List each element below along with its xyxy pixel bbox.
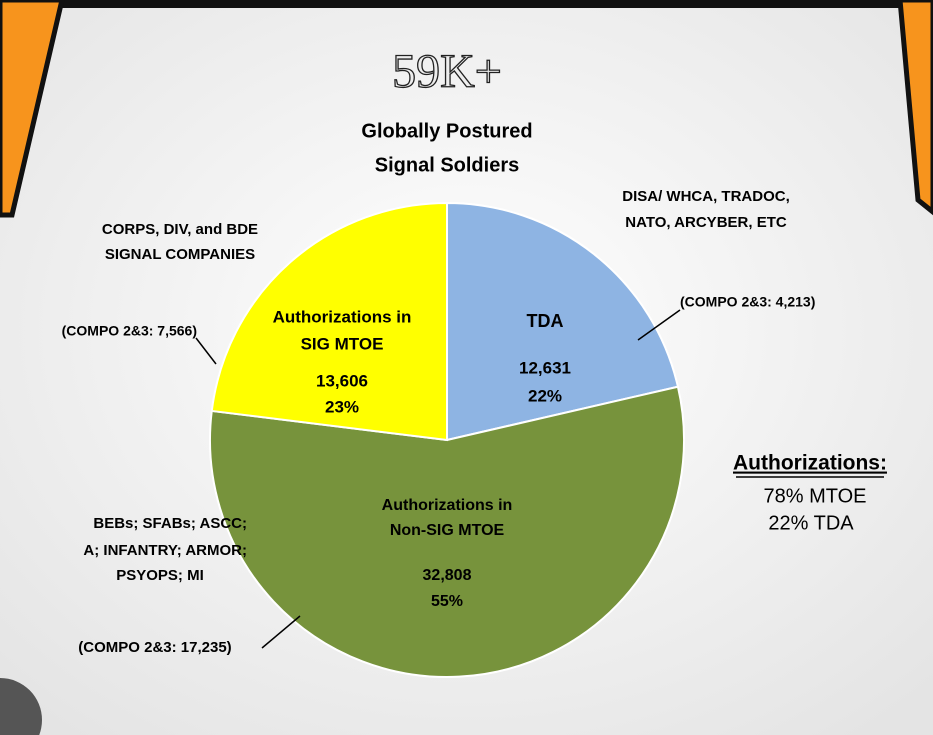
annotation: CORPS, DIV, and BDE (102, 221, 258, 238)
slice-label: Authorizations in (273, 307, 412, 326)
summary-line: 22% TDA (768, 512, 854, 534)
percent-label: 23% (325, 397, 359, 416)
value-label: 13,606 (316, 371, 368, 390)
annotation: A; INFANTRY; ARMOR; (83, 542, 247, 559)
slice-label: TDA (527, 311, 564, 331)
top-border (0, 0, 933, 8)
annotation: DISA/ WHCA, TRADOC, (622, 188, 790, 205)
slice-label: Authorizations in (382, 497, 513, 514)
percent-label: 22% (528, 386, 562, 405)
annotation: NATO, ARCYBER, ETC (625, 214, 787, 231)
headline: 59K+ (392, 45, 502, 98)
value-label: 12,631 (519, 358, 571, 377)
annotation: (COMPO 2&3: 4,213) (680, 294, 815, 310)
summary-title: Authorizations: (733, 452, 887, 475)
annotation: BEBs; SFABs; ASCC; (93, 515, 247, 532)
value-label: 32,808 (423, 567, 472, 584)
page: {"chart_data": { "type": "pie", "headlin… (0, 0, 933, 735)
annotation: PSYOPS; MI (116, 567, 204, 584)
annotation: (COMPO 2&3: 17,235) (78, 639, 231, 656)
annotation: SIGNAL COMPANIES (105, 246, 255, 263)
summary-line: 78% MTOE (764, 485, 867, 507)
percent-label: 55% (431, 593, 463, 610)
annotation: (COMPO 2&3: 7,566) (62, 323, 197, 339)
slide: 59K+ Globally Postured Signal Soldiers T… (0, 0, 933, 735)
chart-title: Signal Soldiers (375, 154, 519, 176)
slice-label: SIG MTOE (301, 334, 384, 353)
slice-label: Non-SIG MTOE (390, 522, 505, 539)
chart-title: Globally Postured (361, 120, 532, 142)
